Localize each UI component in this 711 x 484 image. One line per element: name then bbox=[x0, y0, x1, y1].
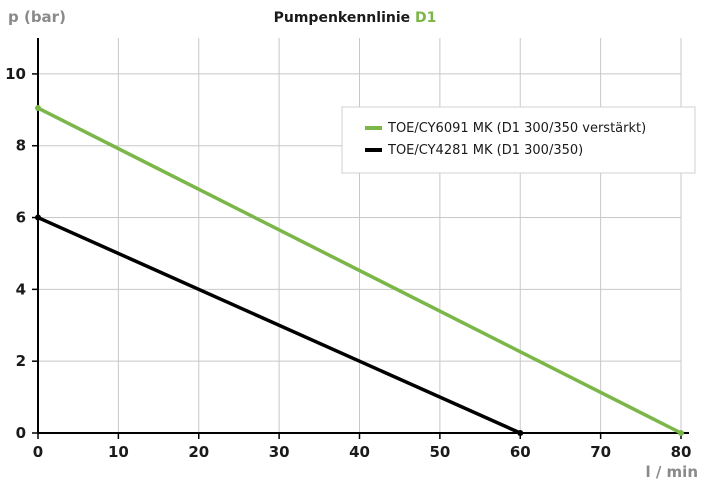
chart-title-main: Pumpenkennlinie bbox=[274, 10, 411, 26]
x-tick-label: 10 bbox=[108, 443, 129, 461]
series-point-1 bbox=[678, 430, 684, 436]
series-line-1 bbox=[36, 106, 683, 435]
x-tick-label: 80 bbox=[671, 443, 692, 461]
grid-lines bbox=[38, 38, 682, 433]
chart-title: Pumpenkennlinie D1 bbox=[274, 10, 437, 26]
y-tick-label: 4 bbox=[16, 280, 26, 298]
y-tick-label: 6 bbox=[16, 209, 26, 227]
x-tick-label: 30 bbox=[269, 443, 290, 461]
chart-title-highlight: D1 bbox=[415, 10, 436, 26]
y-axis-label: p (bar) bbox=[8, 8, 66, 26]
x-tick-label: 60 bbox=[510, 443, 531, 461]
x-tick-labels: 0 10 20 30 40 50 60 70 80 bbox=[33, 443, 692, 461]
series-point-1 bbox=[35, 105, 41, 112]
x-tick-label: 40 bbox=[349, 443, 370, 461]
x-axis-label: l / min bbox=[645, 463, 698, 481]
x-tick-label: 50 bbox=[429, 443, 450, 461]
y-tick-label: 0 bbox=[16, 424, 26, 442]
series-point-2 bbox=[517, 430, 524, 436]
series-point-2 bbox=[35, 214, 41, 221]
series-lines bbox=[35, 105, 684, 436]
y-tick-label: 10 bbox=[5, 65, 26, 83]
legend-label-2: TOE/CY4281 MK (D1 300/350) bbox=[387, 143, 583, 158]
legend: TOE/CY6091 MK (D1 300/350 verstärkt) TOE… bbox=[341, 106, 696, 174]
axes bbox=[32, 38, 689, 439]
legend-label-1: TOE/CY6091 MK (D1 300/350 verstärkt) bbox=[387, 121, 646, 136]
legend-box bbox=[341, 106, 696, 174]
x-tick-label: 0 bbox=[33, 443, 43, 461]
x-tick-label: 70 bbox=[590, 443, 611, 461]
x-tick-label: 20 bbox=[188, 443, 209, 461]
y-tick-labels: 0 2 4 6 8 10 bbox=[5, 65, 26, 442]
y-tick-label: 2 bbox=[16, 352, 26, 370]
series-line-2 bbox=[36, 215, 522, 435]
y-tick-label: 8 bbox=[16, 137, 26, 155]
